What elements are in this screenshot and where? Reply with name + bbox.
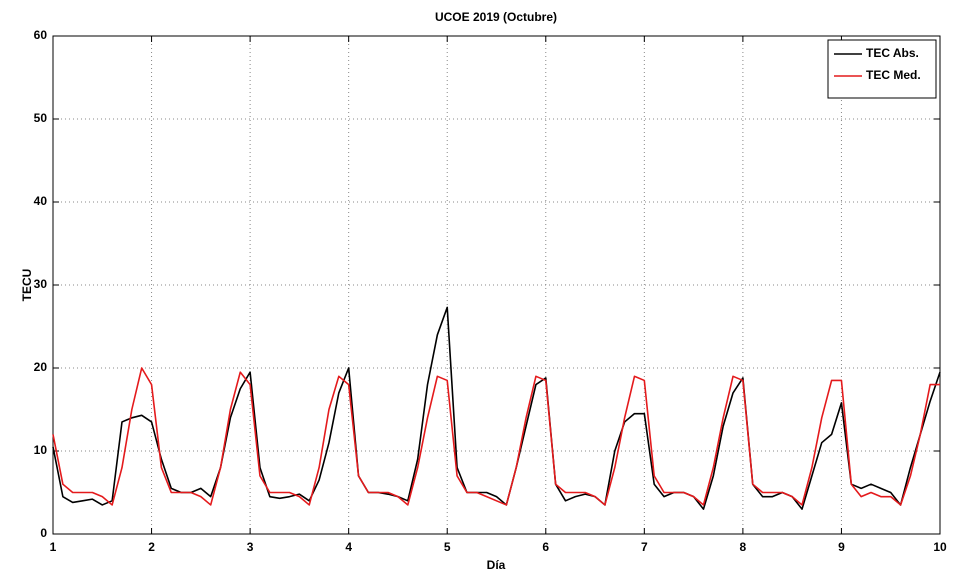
y-tick-label: 10: [34, 443, 48, 457]
chart-title: UCOE 2019 (Octubre): [435, 10, 557, 24]
y-tick-label: 60: [34, 28, 48, 42]
x-tick-label: 10: [933, 540, 947, 554]
x-tick-label: 7: [641, 540, 648, 554]
legend-label: TEC Abs.: [866, 46, 919, 60]
legend-label: TEC Med.: [866, 68, 921, 82]
y-tick-label: 20: [34, 360, 48, 374]
y-tick-label: 0: [40, 526, 47, 540]
y-tick-label: 50: [34, 111, 48, 125]
plot-frame: [52, 35, 941, 535]
x-tick-label: 1: [50, 540, 57, 554]
legend-box: [827, 39, 937, 99]
x-tick-label: 6: [542, 540, 549, 554]
y-tick-label: 40: [34, 194, 48, 208]
y-axis-label: TECU: [20, 269, 34, 302]
x-tick-label: 3: [247, 540, 254, 554]
x-tick-label: 5: [444, 540, 451, 554]
series-line: [52, 367, 940, 506]
x-tick-label: 8: [740, 540, 747, 554]
x-tick-label: 2: [148, 540, 155, 554]
x-tick-label: 4: [345, 540, 352, 554]
x-tick-label: 9: [838, 540, 845, 554]
x-axis-label: Día: [487, 558, 506, 572]
y-tick-label: 30: [34, 277, 48, 291]
